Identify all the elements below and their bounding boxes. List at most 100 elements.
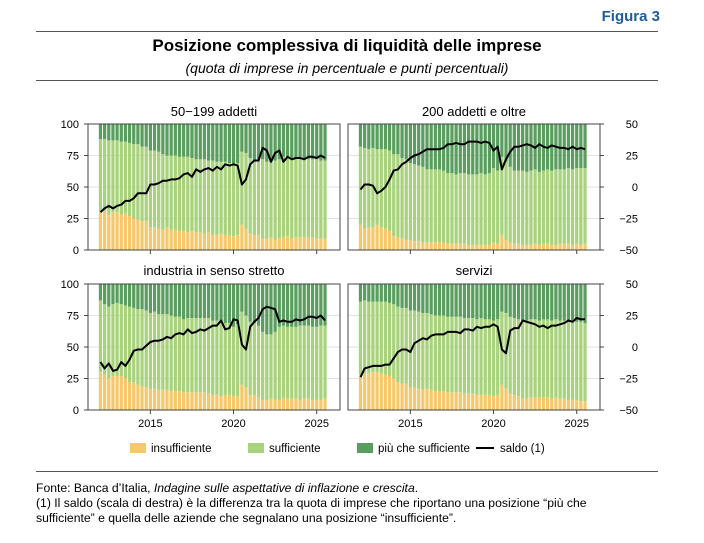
bar-piu-che-sufficiente [500,284,504,312]
bar-piu-che-sufficiente [450,284,454,317]
bar-sufficiente [491,168,496,243]
x-tick-label: 2020 [221,418,245,430]
bar-piu-che-sufficiente [136,124,140,145]
bar-insufficiente [429,242,433,250]
bar-insufficiente [450,243,454,250]
bar-piu-che-sufficiente [194,284,198,319]
bar-piu-che-sufficiente [310,124,315,160]
bar-sufficiente [541,170,546,244]
bar-piu-che-sufficiente [182,124,186,157]
bar-insufficiente [223,394,227,410]
bar-sufficiente [437,169,442,243]
bar-piu-che-sufficiente [475,124,479,175]
saldo-line [359,140,586,195]
bar-sufficiente [173,316,177,392]
bar-insufficiente [306,398,311,410]
y-tick-label-right: 25 [626,311,638,323]
bar-sufficiente [269,161,273,238]
bar-insufficiente [371,227,375,250]
bar-sufficiente [496,170,500,244]
bar-insufficiente [583,401,587,410]
bar-sufficiente [202,318,207,393]
bar-piu-che-sufficiente [211,284,215,321]
bar-insufficiente [277,238,281,250]
bar-piu-che-sufficiente [471,284,475,319]
bar-piu-che-sufficiente [211,124,215,161]
bar-piu-che-sufficiente [533,284,537,320]
bar-sufficiente [236,324,240,397]
bar-piu-che-sufficiente [375,124,379,150]
bar-piu-che-sufficiente [562,284,566,321]
bar-insufficiente [140,386,144,410]
bar-insufficiente [136,219,140,250]
bar-sufficiente [471,318,475,394]
bar-piu-che-sufficiente [223,284,227,324]
bar-insufficiente [454,243,458,250]
bar-insufficiente [173,229,177,250]
bar-piu-che-sufficiente [269,124,273,162]
bar-sufficiente [387,302,392,376]
bar-piu-che-sufficiente [579,284,583,322]
bar-insufficiente [496,394,500,410]
bar-insufficiente [545,397,550,410]
bar-insufficiente [558,243,562,250]
bar-sufficiente [98,300,103,373]
bar-insufficiente [475,244,479,250]
bar-insufficiente [387,375,392,410]
bar-piu-che-sufficiente [169,124,173,156]
panel-2: 200 addetti e oltre −50 −25 0 25 50 [347,104,638,257]
bar-piu-che-sufficiente [306,284,311,326]
bar-sufficiente [298,158,302,238]
bar-insufficiente [115,375,119,410]
bar-insufficiente [315,399,319,410]
bar-piu-che-sufficiente [392,284,396,305]
bar-insufficiente [119,375,123,410]
bar-sufficiente [261,331,265,400]
bar-sufficiente [575,168,579,244]
bar-insufficiente [566,243,571,250]
bar-sufficiente [261,159,265,239]
bar-sufficiente [177,316,182,392]
bar-piu-che-sufficiente [244,124,248,153]
bar-piu-che-sufficiente [358,284,363,302]
panel-1: 50−199 addetti 0 25 50 75 100 [61,104,341,257]
bar-piu-che-sufficiente [466,284,471,319]
bar-piu-che-sufficiente [516,284,521,320]
bar-sufficiente [504,161,508,240]
bar-sufficiente [281,325,286,399]
bar-insufficiente [392,378,396,410]
bar-sufficiente [562,320,566,399]
bar-insufficiente [363,373,367,410]
bar-insufficiente [487,244,492,250]
bar-piu-che-sufficiente [396,284,400,307]
bar-insufficiente [379,227,383,250]
bar-sufficiente [454,174,458,244]
bar-piu-che-sufficiente [265,124,269,162]
bar-insufficiente [202,392,207,410]
bar-sufficiente [550,170,554,245]
figure-label: Figura 3 [601,8,660,25]
bar-piu-che-sufficiente [261,124,265,160]
bar-sufficiente [392,154,396,237]
bar-piu-che-sufficiente [157,124,161,152]
bar-piu-che-sufficiente [529,284,533,320]
bar-insufficiente [182,231,186,250]
bar-sufficiente [285,158,290,237]
bar-sufficiente [323,325,327,399]
bar-piu-che-sufficiente [119,124,123,142]
bar-sufficiente [186,318,190,393]
bar-sufficiente [404,307,408,384]
bar-piu-che-sufficiente [425,284,429,313]
bar-sufficiente [392,304,396,379]
bar-sufficiente [491,320,496,397]
bar-sufficiente [186,156,190,233]
bar-sufficiente [169,315,173,392]
bar-insufficiente [383,374,388,410]
bar-sufficiente [383,301,388,375]
bar-sufficiente [119,141,123,215]
bar-sufficiente [240,151,244,225]
bar-insufficiente [315,238,319,250]
bar-insufficiente [190,392,194,410]
bar-sufficiente [302,325,306,399]
bar-insufficiente [371,372,375,410]
